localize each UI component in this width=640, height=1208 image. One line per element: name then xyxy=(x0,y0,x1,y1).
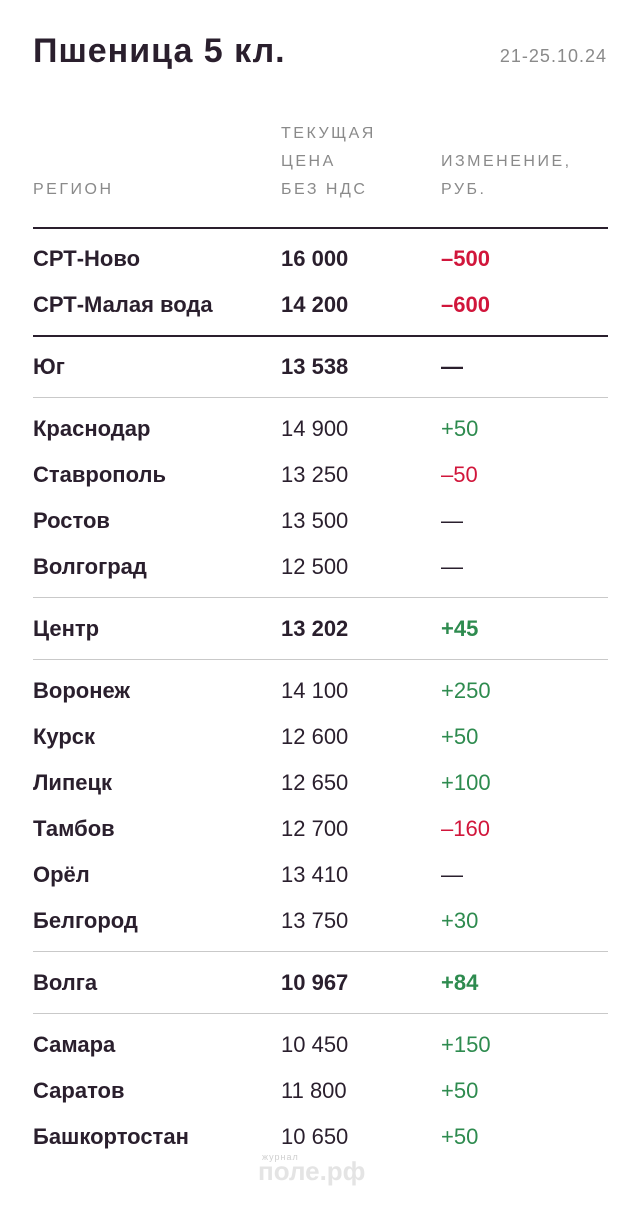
region: Ростов xyxy=(33,508,110,533)
change: — xyxy=(441,862,463,887)
region: Ставрополь xyxy=(33,462,166,487)
change: — xyxy=(441,508,463,533)
region: Волгоград xyxy=(33,554,147,579)
region: Саратов xyxy=(33,1078,125,1103)
divider xyxy=(33,397,608,398)
divider xyxy=(33,597,608,598)
divider xyxy=(33,659,608,660)
change: –500 xyxy=(441,246,490,271)
column-header: ЦЕНА xyxy=(281,153,336,170)
price: 10 450 xyxy=(281,1032,349,1057)
divider xyxy=(33,335,608,337)
change: +30 xyxy=(441,908,479,933)
column-header: РУБ. xyxy=(441,181,487,198)
region: СРТ-Ново xyxy=(33,246,141,271)
column-header: ТЕКУЩАЯ xyxy=(281,125,376,142)
change: +250 xyxy=(441,678,491,703)
region: Юг xyxy=(33,354,65,379)
price: 13 538 xyxy=(281,354,349,379)
price: 13 500 xyxy=(281,508,349,533)
price: 13 410 xyxy=(281,862,349,887)
change: — xyxy=(441,354,463,379)
region: Башкортостан xyxy=(33,1124,189,1149)
column-header: ИЗМЕНЕНИЕ, xyxy=(441,153,572,170)
price: 13 202 xyxy=(281,616,349,641)
header-divider xyxy=(33,227,608,229)
divider xyxy=(33,951,608,952)
change: — xyxy=(441,554,463,579)
region: Самара xyxy=(33,1032,116,1057)
price: 12 500 xyxy=(281,554,349,579)
price: 10 650 xyxy=(281,1124,349,1149)
price: 14 100 xyxy=(281,678,349,703)
price: 10 967 xyxy=(281,970,349,995)
change: +50 xyxy=(441,416,479,441)
price: 12 650 xyxy=(281,770,349,795)
title: Пшеница 5 кл. xyxy=(33,32,286,70)
price: 12 700 xyxy=(281,816,349,841)
region: Липецк xyxy=(33,770,113,795)
divider xyxy=(33,1013,608,1014)
price: 12 600 xyxy=(281,724,349,749)
region: Краснодар xyxy=(33,416,151,441)
date: 21-25.10.24 xyxy=(499,46,607,66)
price: 16 000 xyxy=(281,246,349,271)
price: 14 200 xyxy=(281,292,349,317)
change: +50 xyxy=(441,1124,479,1149)
watermark: поле.рф xyxy=(258,1156,366,1186)
region: Белгород xyxy=(33,908,138,933)
change: +45 xyxy=(441,616,479,641)
region: Тамбов xyxy=(33,816,115,841)
change: –50 xyxy=(441,462,478,487)
change: –160 xyxy=(441,816,490,841)
price: 14 900 xyxy=(281,416,349,441)
column-header: БЕЗ НДС xyxy=(281,181,368,198)
region: СРТ-Малая вода xyxy=(33,292,213,317)
region: Орёл xyxy=(33,862,90,887)
region: Воронеж xyxy=(33,678,131,703)
change: +100 xyxy=(441,770,491,795)
region: Курск xyxy=(33,724,96,749)
column-header: РЕГИОН xyxy=(33,181,114,198)
region: Волга xyxy=(33,970,98,995)
price: 11 800 xyxy=(281,1078,347,1103)
watermark-small: журнал xyxy=(262,1152,299,1162)
change: +50 xyxy=(441,1078,479,1103)
region: Центр xyxy=(33,616,100,641)
price: 13 250 xyxy=(281,462,349,487)
price: 13 750 xyxy=(281,908,349,933)
change: +84 xyxy=(441,970,479,995)
change: +50 xyxy=(441,724,479,749)
change: –600 xyxy=(441,292,490,317)
change: +150 xyxy=(441,1032,491,1057)
